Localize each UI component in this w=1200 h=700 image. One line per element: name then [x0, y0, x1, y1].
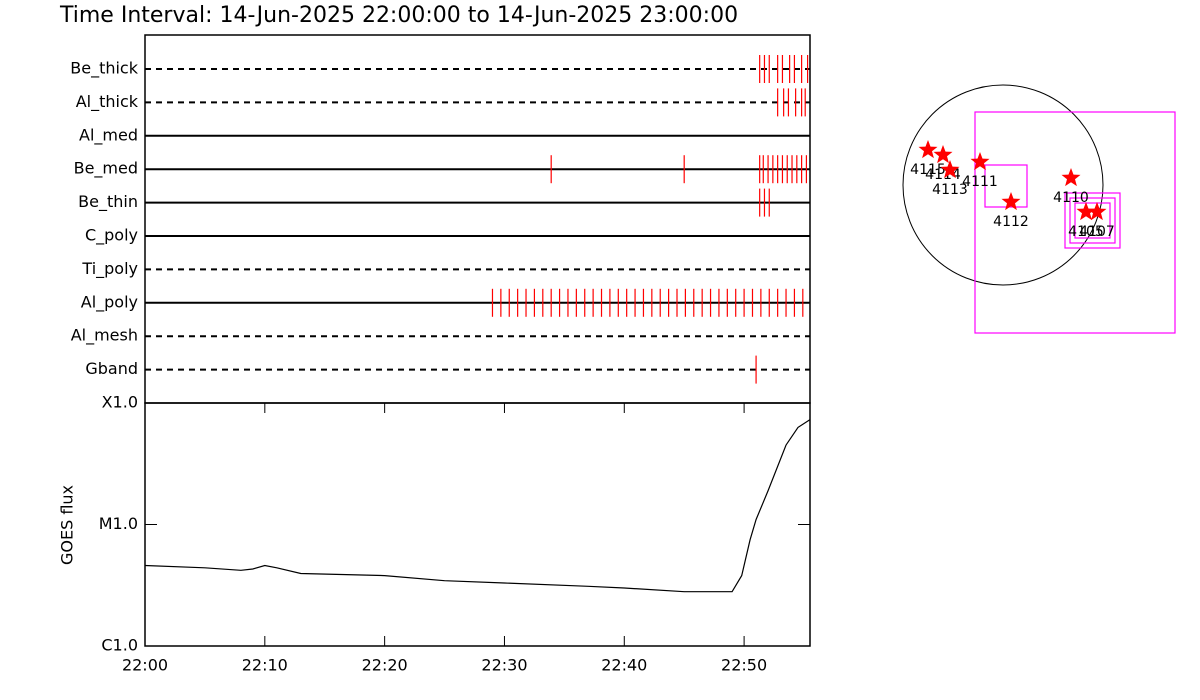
active-region-star: [1061, 168, 1081, 187]
fov-box: [1074, 202, 1111, 239]
row-label: Gband: [85, 359, 138, 378]
chart-title: Time Interval: 14-Jun-2025 22:00:00 to 1…: [59, 3, 738, 28]
timeline-frame: [144, 34, 811, 404]
row-label: Al_med: [79, 125, 138, 145]
x-tick-label: 22:00: [122, 656, 168, 675]
active-region-star: [1001, 192, 1021, 211]
row-label: Ti_poly: [81, 259, 138, 279]
active-region-label: 4110: [1053, 190, 1089, 206]
active-region-star: [940, 160, 960, 179]
x-tick-label: 22:10: [242, 656, 288, 675]
row-label: Be_thick: [70, 59, 138, 79]
row-label: Al_thick: [76, 92, 139, 112]
active-region-star: [1087, 202, 1107, 221]
row-label: Al_poly: [81, 292, 138, 312]
active-region-label: 4107: [1079, 224, 1115, 240]
x-tick-label: 22:30: [481, 656, 527, 675]
active-region-label: 4111: [962, 174, 998, 190]
x-tick-label: 22:20: [362, 656, 408, 675]
goes-flux-line: [144, 419, 811, 593]
y-axis-label: GOES flux: [58, 485, 77, 565]
row-label: Be_thin: [78, 192, 138, 212]
active-region-star: [1076, 202, 1096, 221]
fov-box: [1069, 197, 1116, 244]
y-tick-label: C1.0: [101, 636, 138, 655]
fov-box: [1064, 192, 1121, 249]
y-tick-label: X1.0: [102, 393, 138, 412]
active-region-label: 4112: [993, 214, 1029, 230]
active-region-star: [970, 152, 990, 171]
row-label: Al_mesh: [71, 326, 138, 346]
goes-frame: [144, 402, 811, 647]
solar-disk: [902, 84, 1104, 286]
row-label: Be_med: [74, 159, 138, 179]
active-region-star: [933, 145, 953, 164]
active-region-label: 4115: [910, 162, 946, 178]
x-tick-label: 22:50: [721, 656, 767, 675]
active-region-label: 4113: [932, 182, 968, 198]
active-region-star: [918, 140, 938, 159]
y-tick-label: M1.0: [99, 514, 138, 533]
active-region-label: 4105: [1068, 224, 1104, 240]
fov-box: [974, 111, 1176, 334]
x-tick-label: 22:40: [601, 656, 647, 675]
row-label: C_poly: [85, 226, 138, 246]
